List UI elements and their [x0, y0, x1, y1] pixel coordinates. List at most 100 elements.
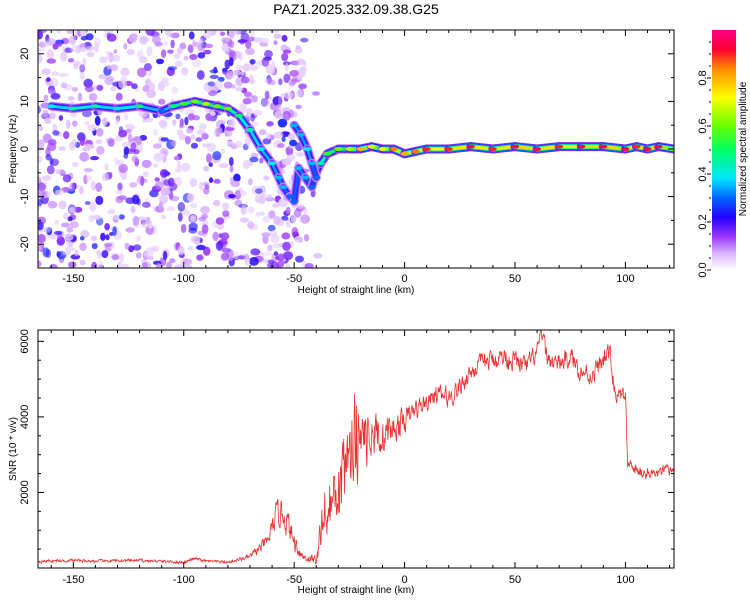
noise-speck	[233, 173, 241, 182]
noise-speck	[53, 230, 63, 235]
noise-speck	[261, 57, 270, 67]
noise-speck	[220, 31, 226, 36]
noise-speck	[229, 165, 234, 173]
noise-speck	[250, 30, 255, 38]
noise-speck	[289, 70, 299, 77]
noise-speck	[46, 49, 55, 60]
noise-speck	[45, 153, 52, 161]
noise-speck	[96, 127, 104, 137]
noise-speck	[49, 263, 58, 268]
spectrogram-ytick-label: -10	[19, 189, 31, 205]
branch-point	[303, 147, 312, 151]
noise-speck	[158, 120, 168, 127]
noise-speck	[220, 232, 230, 241]
noise-speck	[196, 254, 204, 261]
noise-speck	[239, 103, 247, 113]
noise-speck	[259, 157, 264, 164]
noise-speck	[192, 40, 197, 46]
branch-point	[290, 123, 299, 128]
ridge-point	[323, 151, 332, 156]
snr-xtick-label: 50	[509, 574, 521, 586]
noise-speck	[175, 113, 181, 120]
noise-speck	[79, 70, 85, 80]
noise-speck	[275, 103, 282, 113]
ridge-point	[69, 106, 78, 111]
noise-speck	[152, 163, 159, 168]
noise-speck	[218, 163, 229, 168]
ridge-point	[135, 104, 144, 109]
noise-speck	[84, 121, 90, 126]
noise-speck	[266, 194, 273, 199]
noise-speck	[295, 255, 304, 263]
ridge-point	[577, 144, 586, 149]
noise-speck	[176, 160, 181, 170]
noise-speck	[190, 142, 199, 149]
noise-speck	[273, 251, 279, 256]
noise-speck	[108, 172, 113, 179]
ridge-point	[285, 194, 294, 199]
noise-speck	[42, 247, 50, 258]
noise-speck	[253, 109, 263, 116]
noise-speck	[201, 133, 209, 140]
noise-speck	[224, 131, 233, 137]
noise-speck	[130, 205, 136, 214]
noise-speck	[221, 202, 230, 211]
snr-xtick-label: -50	[286, 574, 302, 586]
ridge-point	[223, 106, 232, 111]
branch-point	[312, 175, 321, 180]
noise-speck	[132, 149, 140, 155]
noise-speck	[228, 156, 234, 167]
noise-speck	[71, 86, 79, 92]
noise-speck	[93, 37, 101, 47]
noise-speck	[240, 71, 245, 76]
noise-speck	[273, 40, 278, 46]
noise-speck	[169, 258, 176, 264]
noise-speck	[68, 206, 76, 214]
noise-speck	[160, 49, 167, 58]
noise-speck	[179, 123, 184, 129]
noise-speck	[255, 211, 261, 217]
colorbar-tick-label: 0.0	[697, 262, 709, 277]
noise-speck	[245, 47, 255, 56]
noise-speck	[38, 30, 43, 40]
noise-speck	[282, 241, 291, 251]
noise-speck	[124, 242, 130, 250]
noise-speck	[259, 211, 265, 216]
noise-speck	[283, 73, 291, 84]
noise-speck	[183, 55, 189, 61]
noise-speck	[140, 176, 145, 187]
spectrogram-xtick-label: 100	[616, 273, 634, 285]
noise-speck	[197, 52, 206, 59]
noise-speck	[227, 252, 234, 261]
noise-speck	[69, 221, 79, 229]
noise-speck	[196, 70, 205, 80]
noise-speck	[129, 182, 138, 188]
noise-speck	[222, 210, 230, 217]
noise-speck	[157, 81, 166, 92]
noise-speck	[95, 182, 103, 192]
noise-speck	[146, 46, 153, 57]
noise-speck	[38, 260, 42, 267]
noise-speck	[170, 39, 175, 49]
noise-speck	[192, 115, 200, 121]
noise-speck	[88, 214, 95, 223]
noise-speck	[86, 51, 95, 58]
noise-speck	[83, 78, 93, 88]
ridge-point	[389, 147, 398, 151]
ridge-point	[157, 108, 166, 113]
noise-speck	[88, 144, 95, 149]
noise-speck	[246, 108, 253, 115]
noise-speck	[87, 124, 97, 132]
noise-speck	[199, 181, 204, 191]
noise-speck	[118, 214, 125, 220]
snr-xtick-label: 0	[402, 574, 408, 586]
ridge-point	[47, 104, 56, 109]
noise-speck	[250, 64, 259, 72]
ridge-point	[246, 128, 254, 132]
noise-speck	[94, 115, 101, 126]
noise-speck	[51, 71, 60, 76]
noise-speck	[189, 53, 198, 61]
noise-speck	[190, 134, 196, 141]
noise-speck	[41, 68, 51, 76]
